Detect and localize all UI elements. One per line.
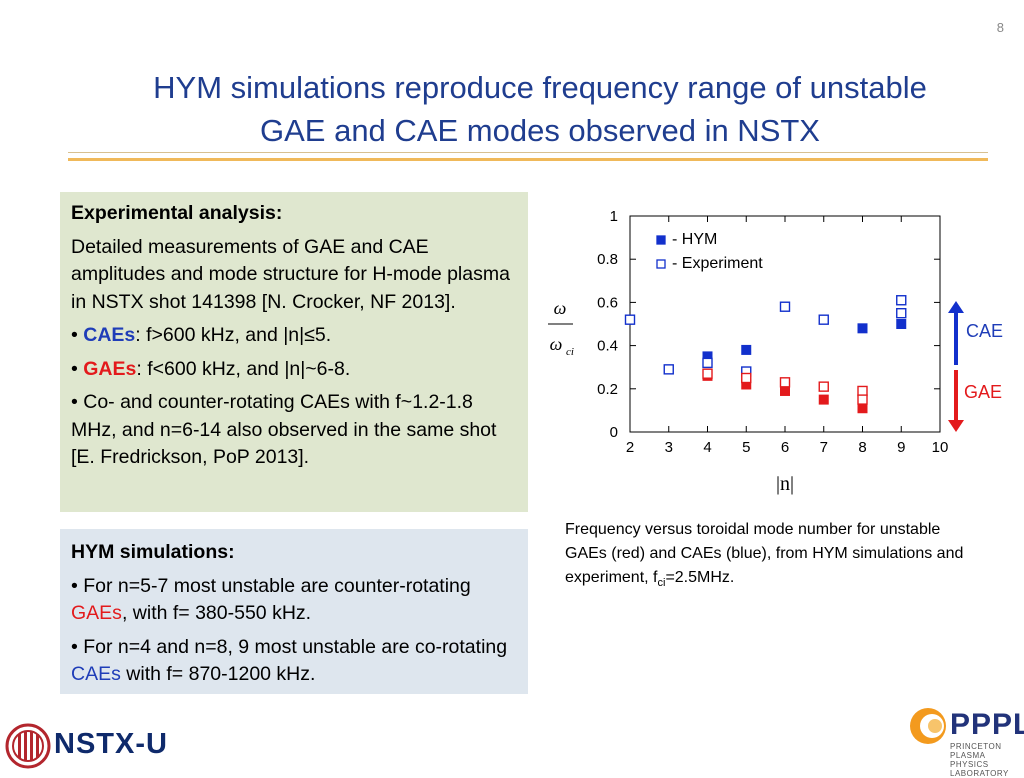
hym-bullet-1-gaes: GAEs (71, 602, 122, 624)
hym-bullet-1-post: , with f= 380-550 kHz. (121, 602, 312, 624)
caption-subscript: ci (657, 577, 666, 590)
y-axis-label-numerator: ω (554, 298, 567, 318)
gaes-bullet: • GAEs: f<600 kHz, and |n|~6-8. (71, 356, 517, 384)
x-tick-label: 10 (932, 439, 949, 456)
hym-simulations-panel: HYM simulations: • For n=5-7 most unstab… (60, 529, 528, 694)
x-tick-label: 5 (742, 439, 750, 456)
experiment-cae-point (818, 314, 829, 325)
hym-bullet-2-caes: CAEs (71, 663, 121, 685)
experiment-gae-point (779, 377, 791, 388)
legend-label: - Experiment (672, 255, 763, 272)
nstx-u-wordmark: NSTX-U (54, 728, 168, 760)
x-tick-label: 3 (665, 439, 673, 456)
pppl-subtitle: PRINCETON PLASMA PHYSICS LABORATORY (950, 742, 1024, 778)
bullet-marker: • (71, 357, 78, 380)
cae-range-label: CAE (966, 321, 1004, 341)
legend-label: - HYM (672, 231, 717, 248)
co-counter-text: Co- and counter-rotating CAEs with f~1.2… (71, 391, 497, 468)
y-axis-label-denominator: ω (550, 334, 563, 354)
experiment-cae-point (896, 295, 907, 306)
hym-cae-point (857, 323, 868, 334)
caption-text: Frequency versus toroidal mode number fo… (565, 521, 964, 586)
hym-gae-point (857, 403, 868, 414)
hym-cae-point (896, 319, 907, 329)
page-number: 8 (996, 20, 1004, 35)
y-tick-label: 0 (610, 424, 618, 441)
gae-down-arrow-icon (948, 370, 964, 432)
gaes-text: : f<600 kHz, and |n|~6-8. (136, 357, 351, 380)
hym-bullet-1: • For n=5-7 most unstable are counter-ro… (71, 573, 517, 628)
y-axis-label-denominator-sub: ci (566, 346, 574, 358)
y-tick-label: 0.8 (597, 251, 618, 268)
bullet-marker: • (71, 574, 78, 597)
y-tick-label: 0.4 (597, 338, 618, 355)
gae-range-label: GAE (964, 382, 1003, 402)
hym-gae-point (780, 385, 790, 396)
bullet-marker: • (71, 324, 78, 346)
hym-bullet-2: • For n=4 and n=8, 9 most unstable are c… (71, 634, 517, 689)
plot-area (629, 215, 941, 433)
title-line-2: GAE and CAE modes observed in NSTX (260, 113, 820, 148)
experiment-gae-point (818, 381, 829, 392)
x-tick-label: 2 (626, 439, 634, 456)
gaes-label: GAEs (83, 357, 137, 380)
experiment-gae-point (702, 368, 713, 379)
pppl-sub-line-1: PRINCETON (950, 742, 1002, 751)
pppl-wordmark: PPPL (950, 708, 1024, 741)
cae-up-arrow-icon (948, 301, 964, 365)
bullet-marker: • (71, 391, 78, 413)
y-tick-label: 0.2 (597, 381, 618, 398)
experiment-cae-point (702, 357, 713, 369)
experiment-cae-point (663, 364, 674, 375)
nstx-logo-icon (5, 723, 51, 769)
x-tick-label: 7 (820, 439, 828, 456)
x-tick-label: 9 (897, 439, 905, 456)
x-axis-label: |n| (776, 473, 794, 495)
x-tick-label: 6 (781, 439, 789, 456)
experimental-heading: Experimental analysis: (71, 202, 283, 224)
experiment-gae-point (857, 394, 868, 405)
experiment-gae-point (857, 385, 868, 397)
co-counter-bullet: • Co- and counter-rotating CAEs with f~1… (71, 389, 517, 472)
x-tick-label: 4 (703, 439, 711, 456)
experiment-cae-point (896, 307, 907, 319)
experimental-analysis-panel: Experimental analysis: Detailed measurem… (60, 192, 528, 512)
caption-text-end: =2.5MHz. (665, 569, 735, 586)
experiment-cae-point (779, 301, 791, 312)
y-tick-label: 1 (610, 208, 618, 225)
legend-marker (656, 235, 666, 245)
experimental-description: Detailed measurements of GAE and CAE amp… (71, 235, 510, 313)
experiment-cae-point (624, 314, 636, 325)
hym-bullet-2-post: with f= 870-1200 kHz. (120, 663, 316, 685)
hym-gae-point (818, 394, 829, 405)
caes-bullet: • CAEs: f>600 kHz, and |n|≤5. (71, 322, 517, 350)
caes-label: CAEs (83, 324, 136, 346)
experiment-gae-point (741, 372, 752, 384)
hym-cae-point (741, 344, 752, 355)
pppl-sub-line-2: PLASMA PHYSICS (950, 751, 989, 769)
bullet-marker: • (71, 635, 78, 658)
legend-marker (656, 259, 666, 269)
title-line-1: HYM simulations reproduce frequency rang… (153, 70, 927, 105)
x-tick-label: 8 (858, 439, 866, 456)
title-divider-thick (68, 158, 988, 161)
caes-text: : f>600 kHz, and |n|≤5. (135, 324, 332, 346)
hym-heading: HYM simulations: (71, 541, 235, 563)
title-divider-thin (68, 152, 988, 153)
slide-title: HYM simulations reproduce frequency rang… (60, 66, 1020, 152)
pppl-logo-icon (910, 708, 946, 744)
y-tick-label: 0.6 (597, 294, 618, 311)
hym-bullet-2-pre: For n=4 and n=8, 9 most unstable are co-… (83, 635, 508, 658)
pppl-sub-line-3: LABORATORY (950, 769, 1009, 778)
chart-caption: Frequency versus toroidal mode number fo… (565, 518, 985, 595)
hym-bullet-1-pre: For n=5-7 most unstable are counter-rota… (83, 574, 471, 597)
